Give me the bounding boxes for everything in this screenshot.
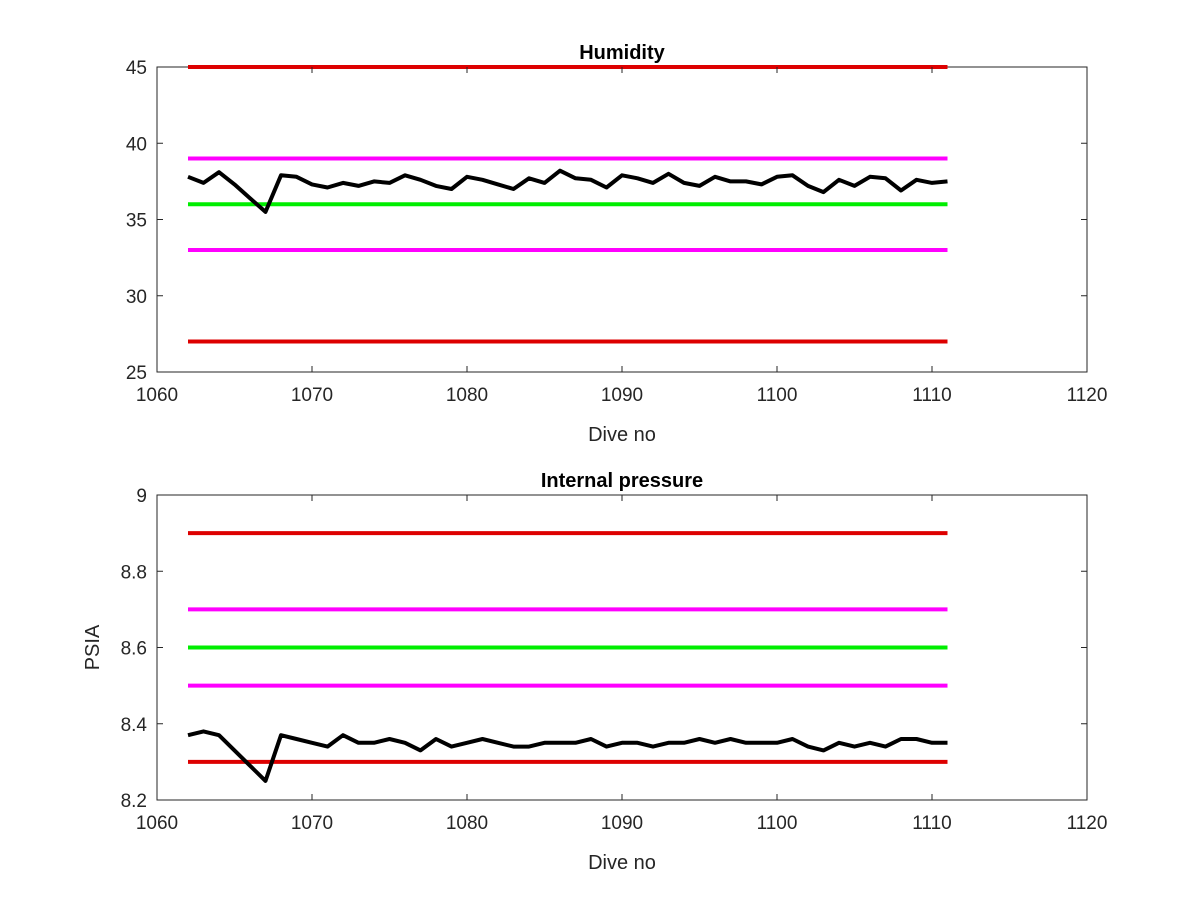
- y-tick-label: 8.2: [121, 791, 147, 812]
- y-tick-label: 8.8: [121, 562, 147, 583]
- x-tick-label: 1110: [912, 385, 951, 406]
- x-axis-label: Dive no: [588, 852, 656, 874]
- x-tick-label: 1060: [136, 385, 178, 406]
- x-tick-label: 1070: [291, 813, 333, 834]
- internal-pressure-chart: 1060 1070 1080 1090 1100 1110 1120 8.2 8.4 8.6 8.8…: [82, 470, 1107, 874]
- x-tick-label: 1100: [757, 385, 798, 406]
- plot-area: [156, 66, 1088, 373]
- data-series-line: [187, 168, 948, 214]
- x-tick-label: 1090: [601, 385, 643, 406]
- humidity-chart: 1060 1070 1080 1090 1100 1110 1120 25 30 35 40 45 Hu…: [126, 42, 1108, 446]
- y-tick-label: 9: [136, 486, 147, 507]
- y-axis-label: PSIA: [82, 624, 104, 670]
- data-series-line: [187, 729, 948, 783]
- x-tick-label: 1100: [757, 813, 798, 834]
- y-tick-label: 35: [126, 211, 147, 232]
- y-tick-label: 8.4: [121, 715, 148, 736]
- y-tick-label: 40: [126, 134, 147, 155]
- x-axis-label: Dive no: [588, 424, 656, 446]
- x-tick-label: 1070: [291, 385, 333, 406]
- x-tick-label: 1080: [446, 813, 488, 834]
- x-tick-label: 1120: [1067, 813, 1108, 834]
- chart-title: Humidity: [579, 42, 665, 64]
- y-tick-label: 30: [126, 287, 147, 308]
- x-tick-label: 1120: [1067, 385, 1108, 406]
- x-tick-label: 1110: [912, 813, 951, 834]
- y-tick-label: 45: [126, 58, 147, 79]
- y-tick-label: 8.6: [121, 639, 147, 660]
- x-tick-label: 1060: [136, 813, 178, 834]
- chart-title: Internal pressure: [541, 470, 703, 492]
- x-tick-label: 1080: [446, 385, 488, 406]
- y-tick-label: 25: [126, 363, 147, 384]
- x-tick-label: 1090: [601, 813, 643, 834]
